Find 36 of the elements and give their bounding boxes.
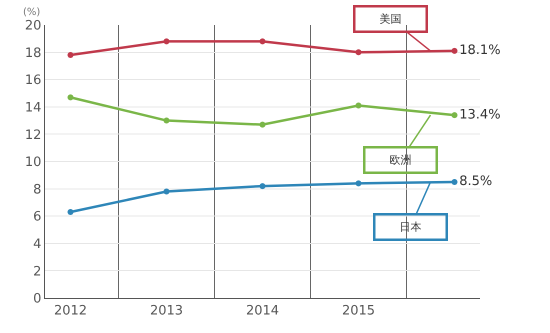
y-tick-label: 4: [33, 236, 42, 252]
point: [164, 118, 170, 124]
point: [164, 38, 170, 44]
point: [452, 112, 458, 118]
point: [68, 52, 74, 58]
point: [356, 102, 362, 109]
x-tick-label: 2015: [342, 304, 376, 319]
y-axis-title: (%): [23, 7, 40, 18]
text: 欧洲: [390, 154, 412, 166]
point: [356, 49, 362, 56]
y-tick-label: 20: [24, 18, 42, 34]
point: [356, 180, 362, 186]
point: [452, 48, 458, 54]
point: [164, 188, 170, 195]
data-label: 8.5%: [459, 174, 492, 190]
y-tick-label: 10: [24, 155, 42, 170]
y-tick-label: 18: [24, 46, 42, 61]
y-tick-label: 2: [33, 264, 42, 280]
point: [260, 183, 266, 190]
data-label: 18.1%: [459, 43, 501, 58]
y-tick-label: 16: [24, 73, 42, 88]
x-tick-label: 2014: [246, 304, 280, 319]
point: [260, 122, 266, 128]
y-tick-label: 14: [24, 100, 42, 116]
data-label: 13.4%: [459, 107, 501, 122]
y-tick-label: 6: [33, 210, 42, 225]
point: [68, 209, 74, 216]
y-tick-label: 0: [33, 292, 42, 307]
x-tick-label: 2013: [150, 304, 184, 319]
point: [260, 38, 266, 44]
x-tick-label: 2012: [54, 304, 88, 319]
y-tick-label: 12: [24, 128, 42, 143]
point: [452, 178, 458, 185]
text: 美国: [380, 12, 402, 26]
point: [68, 94, 74, 100]
y-tick-label: 8: [33, 182, 42, 198]
